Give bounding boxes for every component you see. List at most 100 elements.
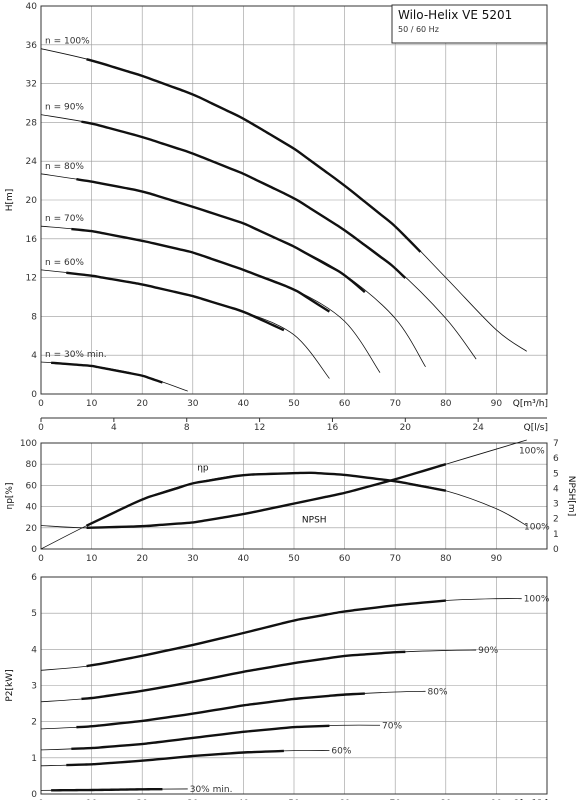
series-line-bold	[86, 463, 447, 529]
y-tick-label: 20	[26, 524, 38, 534]
y-tick-label: 4	[31, 645, 37, 655]
series-line-bold	[81, 120, 407, 279]
x-tick-label: 50	[288, 399, 300, 409]
series-label: ηp	[197, 464, 209, 474]
series-line-bold	[51, 361, 163, 384]
chart-subtitle: 50 / 60 Hz	[398, 25, 439, 34]
series-label: 60%	[331, 747, 351, 757]
series-line-bold	[51, 787, 163, 792]
y-tick-label: 3	[31, 682, 37, 692]
series-line-thin	[40, 439, 527, 529]
x-tick-label: 0	[38, 554, 44, 564]
series-line-bold	[76, 692, 365, 729]
y-tick-label: 2	[31, 718, 37, 728]
x-tick-label: 30	[187, 399, 199, 409]
plot-frame	[40, 5, 548, 395]
x-tick-label: 90	[491, 399, 503, 409]
x2-tick-label: 4	[111, 423, 117, 433]
y-tick-label: 28	[26, 118, 38, 128]
y-tick-label: 40	[26, 2, 38, 12]
y-tick-label: 80	[26, 460, 38, 470]
series-label: NPSH	[302, 516, 327, 526]
plot-frame	[40, 442, 548, 550]
y2-tick-label: 0	[553, 545, 559, 555]
series-label: n = 100%	[45, 37, 90, 47]
series-label: 30% min.	[190, 785, 233, 795]
series-line-bold	[86, 599, 446, 668]
y-tick-label: 8	[31, 312, 37, 322]
series-line-bold	[66, 271, 285, 332]
y-tick-label: 5	[31, 609, 37, 619]
series-line-thin	[40, 598, 522, 671]
y-tick-label: 1	[31, 754, 37, 764]
y-tick-label: 0	[31, 390, 37, 400]
series-end-label: 100%	[524, 523, 550, 533]
chart-title: Wilo-Helix VE 5201	[398, 8, 512, 22]
y-tick-label: 40	[26, 503, 38, 513]
series-label: n = 90%	[45, 103, 84, 113]
series-line-bold	[81, 650, 406, 701]
series-label: n = 30% min.	[45, 350, 107, 360]
panel-power: 01234560102030405060708090P2[kW]Q[m³/h]1…	[5, 573, 550, 800]
x-tick-label: 10	[86, 399, 98, 409]
x-tick-label: 90	[491, 554, 503, 564]
x-tick-label: 60	[339, 399, 351, 409]
x2-tick-label: 16	[327, 423, 339, 433]
y2-tick-label: 5	[553, 469, 559, 479]
x-tick-label: 40	[238, 554, 250, 564]
x2-tick-label: 24	[472, 423, 484, 433]
x-tick-label: 40	[238, 399, 250, 409]
y-tick-label: 60	[26, 481, 38, 491]
y2-tick-label: 6	[553, 454, 559, 464]
series-line-bold	[66, 749, 284, 767]
y2-tick-label: 2	[553, 515, 559, 525]
title-box: Wilo-Helix VE 5201 50 / 60 Hz	[391, 4, 548, 44]
y2-tick-label: 1	[553, 530, 559, 540]
plot-frame	[40, 576, 548, 795]
y-axis-label: P2[kW]	[5, 669, 15, 701]
y-axis-label: ηp[%]	[5, 483, 15, 510]
x-tick-label: 80	[440, 554, 452, 564]
y-tick-label: 20	[26, 196, 38, 206]
series-line-thin	[40, 472, 527, 550]
y-tick-label: 24	[26, 157, 38, 167]
series-line-thin	[40, 114, 477, 360]
x2-tick-label: 12	[254, 423, 265, 433]
series-line-bold	[71, 227, 331, 313]
series-line-thin	[40, 361, 188, 392]
x-tick-label: 20	[136, 554, 148, 564]
x-tick-label: 10	[86, 554, 98, 564]
x-tick-label: 50	[288, 554, 300, 564]
x-tick-label: 60	[339, 554, 351, 564]
series-line-thin	[40, 649, 477, 703]
series-line-bold	[86, 471, 447, 527]
series-label: n = 60%	[45, 258, 84, 268]
x-tick-label: 30	[187, 554, 199, 564]
y2-axis-label: NPSH[m]	[566, 476, 576, 516]
series-label: 80%	[428, 687, 448, 697]
y2-tick-label: 4	[553, 484, 559, 494]
y-tick-label: 0	[31, 790, 37, 800]
y-tick-label: 0	[31, 545, 37, 555]
y-tick-label: 32	[26, 80, 37, 90]
series-label: n = 70%	[45, 214, 84, 224]
x-tick-label: 80	[440, 399, 452, 409]
panel-efficiency-npsh: 0 20 40 60 80 100 0 10 20 30 40 50 60 70 80 90 0 1 2 3 4 5 6 7 N…	[5, 439, 576, 564]
series-label: 70%	[382, 721, 402, 731]
y-axis-label: H[m]	[5, 189, 15, 212]
series-line-bold	[71, 724, 330, 750]
y-tick-label: 4	[31, 351, 37, 361]
x-tick-label: 20	[136, 399, 148, 409]
y2-tick-label: 3	[553, 500, 559, 510]
series-label: n = 80%	[45, 162, 84, 172]
series-line-bold	[76, 178, 366, 294]
y-tick-label: 36	[26, 41, 38, 51]
y-tick-label: 12	[26, 274, 37, 284]
x2-tick-label: 8	[184, 423, 190, 433]
series-label: 90%	[478, 646, 498, 656]
x-axis-label: Q[m³/h]	[513, 399, 548, 409]
x2-axis-label: Q[l/s]	[524, 423, 548, 433]
x2-tick-label: 0	[38, 423, 44, 433]
x-tick-label: 70	[389, 554, 401, 564]
